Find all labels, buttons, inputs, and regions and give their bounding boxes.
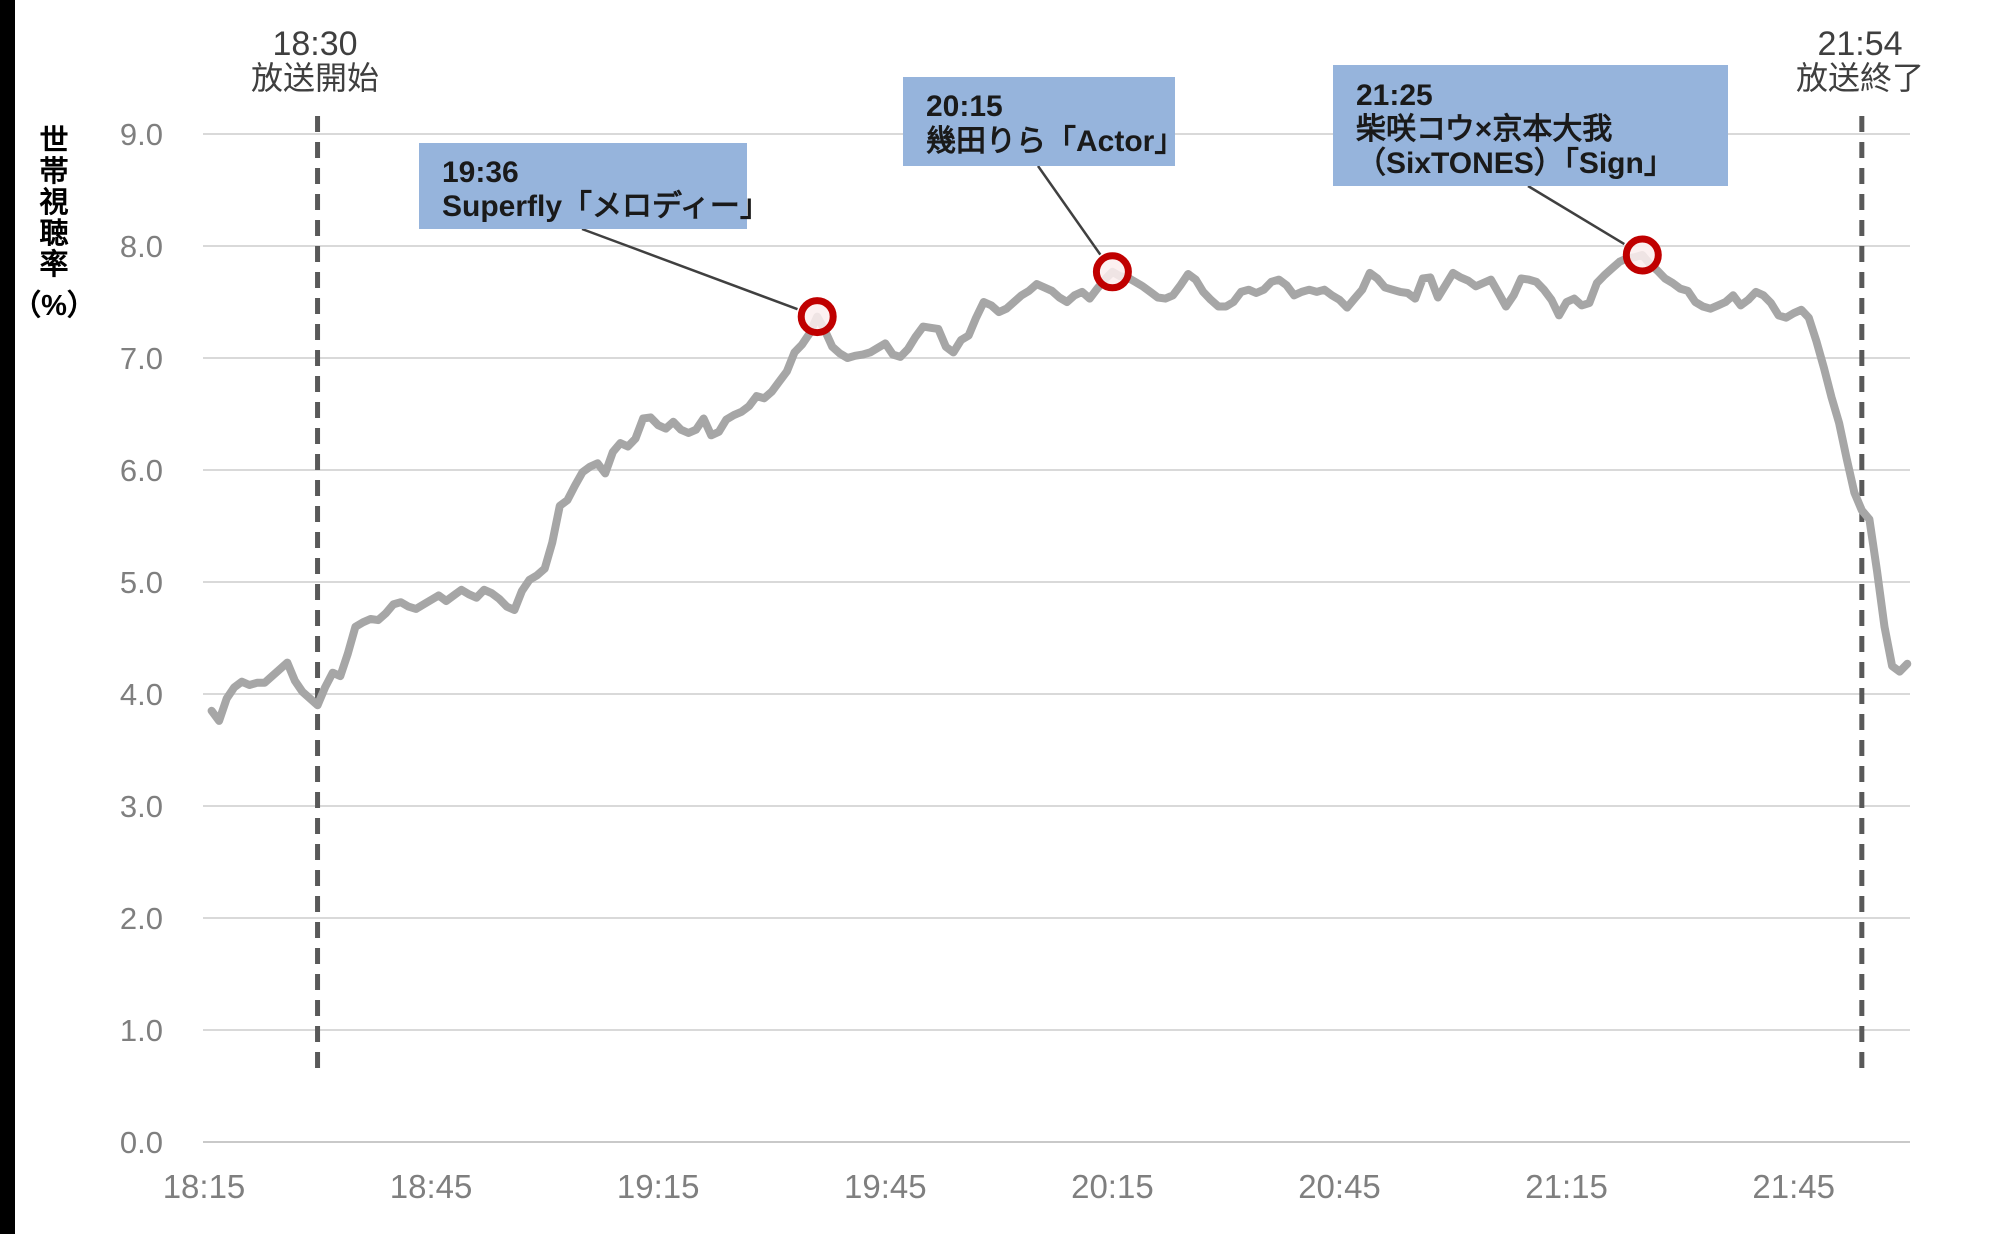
event-circles bbox=[797, 235, 1662, 337]
annotation-box-ikuta-lilas: 20:15 幾田りら「Actor」 bbox=[903, 77, 1184, 166]
y-tick-label-5.0: 5.0 bbox=[120, 565, 163, 600]
event-circle-19:36 bbox=[797, 297, 837, 337]
x-tick-label-19:45: 19:45 bbox=[844, 1168, 927, 1205]
y-tick-label-2.0: 2.0 bbox=[120, 901, 163, 936]
connector-line-21:25 bbox=[1527, 184, 1625, 246]
x-tick-label-21:15: 21:15 bbox=[1525, 1168, 1608, 1205]
annotation-1-title: Superfly「メロディー」 bbox=[442, 189, 770, 223]
y-axis-tick-labels: 9.0 8.0 7.0 6.0 5.0 4.0 3.0 2.0 1.0 0.0 bbox=[120, 117, 163, 1160]
connector-line-19:36 bbox=[581, 227, 798, 311]
y-tick-label-8.0: 8.0 bbox=[120, 229, 163, 264]
y-axis-title-char: 視 bbox=[39, 186, 68, 219]
y-tick-label-3.0: 3.0 bbox=[120, 789, 163, 824]
x-tick-label-20:15: 20:15 bbox=[1071, 1168, 1154, 1205]
annotation-3-time: 21:25 bbox=[1356, 79, 1433, 112]
y-axis-title-char: 世 bbox=[39, 124, 68, 157]
left-edge-bar bbox=[0, 0, 15, 1234]
annotation-connectors bbox=[581, 165, 1625, 311]
y-axis-title-unit: （%） bbox=[12, 289, 96, 322]
x-tick-label-18:45: 18:45 bbox=[390, 1168, 473, 1205]
broadcast-start-time: 18:30 bbox=[272, 25, 357, 63]
annotation-3-title-line2: （SixTONES）「Sign」 bbox=[1356, 146, 1674, 180]
y-tick-label-1.0: 1.0 bbox=[120, 1013, 163, 1048]
annotation-2-time: 20:15 bbox=[926, 90, 1003, 123]
broadcast-end-label: 放送終了 bbox=[1796, 60, 1924, 96]
x-tick-label-19:15: 19:15 bbox=[617, 1168, 700, 1205]
x-axis-tick-labels: 18:15 18:45 19:15 19:45 20:15 20:45 21:15 21:45 bbox=[163, 1168, 1835, 1205]
event-circle-20:15 bbox=[1092, 252, 1132, 292]
annotation-box-1-rect bbox=[419, 143, 747, 229]
annotation-2-title: 幾田りら「Actor」 bbox=[926, 125, 1184, 158]
y-tick-label-4.0: 4.0 bbox=[120, 677, 163, 712]
x-tick-label-18:15: 18:15 bbox=[163, 1168, 246, 1205]
annotation-box-shibasaki-kyomoto: 21:25 柴咲コウ×京本大我 （SixTONES）「Sign」 bbox=[1333, 65, 1728, 186]
y-axis-title-char: 聴 bbox=[39, 217, 68, 250]
broadcast-start-label: 放送開始 bbox=[251, 60, 379, 96]
gridlines bbox=[203, 133, 1910, 1143]
y-tick-label-9.0: 9.0 bbox=[120, 117, 163, 152]
broadcast-markers bbox=[315, 116, 1865, 1072]
y-tick-label-7.0: 7.0 bbox=[120, 341, 163, 376]
annotation-box-3-rect bbox=[1333, 65, 1728, 186]
annotation-3-title-line1: 柴咲コウ×京本大我 bbox=[1356, 112, 1612, 146]
annotation-box-superfly: 19:36 Superfly「メロディー」 bbox=[419, 143, 770, 229]
event-circle-21:25 bbox=[1622, 235, 1662, 275]
connector-line-20:15 bbox=[1036, 165, 1102, 256]
y-tick-label-0.0: 0.0 bbox=[120, 1125, 163, 1160]
y-tick-label-6.0: 6.0 bbox=[120, 453, 163, 488]
y-axis-title-char: 率 bbox=[39, 247, 68, 281]
x-tick-label-21:45: 21:45 bbox=[1752, 1168, 1835, 1205]
broadcast-end-time: 21:54 bbox=[1817, 25, 1902, 63]
annotation-1-time: 19:36 bbox=[442, 156, 519, 189]
y-axis-title-char: 帯 bbox=[39, 155, 68, 188]
x-tick-label-20:45: 20:45 bbox=[1298, 1168, 1381, 1205]
annotation-box-2-rect bbox=[903, 77, 1175, 166]
